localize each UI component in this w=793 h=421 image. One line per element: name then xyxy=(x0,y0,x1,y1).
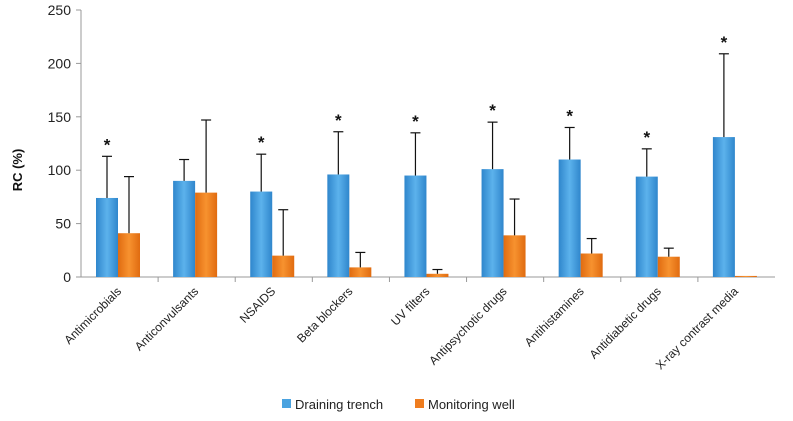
bar-draining-trench xyxy=(404,175,427,277)
legend-swatch-draining-trench xyxy=(282,399,291,408)
bars-group: * * * * * * * * xyxy=(96,33,757,277)
x-tick-label: Antimicrobials xyxy=(61,284,124,347)
significance-marker: * xyxy=(412,112,419,131)
y-tick-label: 150 xyxy=(48,109,72,125)
x-tick-label: Beta blockers xyxy=(294,284,355,345)
significance-marker: * xyxy=(489,101,496,120)
bar-draining-trench xyxy=(327,174,350,277)
legend-label: Draining trench xyxy=(295,397,383,412)
y-tick-label: 250 xyxy=(48,2,72,18)
bar-monitoring-well xyxy=(118,233,140,277)
bar-draining-trench xyxy=(173,180,196,277)
bar-draining-trench xyxy=(712,137,735,277)
significance-marker: * xyxy=(643,128,650,147)
significance-marker: * xyxy=(721,33,728,52)
significance-marker: * xyxy=(104,135,111,154)
significance-marker: * xyxy=(566,106,573,125)
bar-draining-trench xyxy=(250,191,273,277)
legend-swatch-monitoring-well xyxy=(415,399,424,408)
bar-monitoring-well xyxy=(195,192,218,277)
bar-monitoring-well xyxy=(272,255,295,277)
x-tick-label: NSAIDS xyxy=(237,284,278,325)
y-axis-label: RC (%) xyxy=(10,149,25,192)
bar-monitoring-well xyxy=(657,256,680,277)
y-tick-label: 0 xyxy=(63,269,71,285)
bar-draining-trench xyxy=(635,176,658,277)
bar-draining-trench xyxy=(96,197,118,277)
y-tick-label: 50 xyxy=(55,216,71,232)
significance-marker: * xyxy=(335,111,342,130)
bar-monitoring-well xyxy=(734,275,757,277)
x-tick-label: Antipsychotic drugs xyxy=(426,284,509,367)
x-tick-label: Anticonvulsants xyxy=(132,284,201,353)
x-tick-label: Antihistamines xyxy=(522,284,587,349)
x-axis: Antimicrobials Anticonvulsants NSAIDS Beta … xyxy=(61,277,741,372)
x-tick-label: UV filters xyxy=(388,284,432,328)
bar-draining-trench xyxy=(481,169,504,277)
bar-monitoring-well xyxy=(426,273,449,277)
x-tick-label: X-ray contrast media xyxy=(653,284,741,372)
legend-label: Monitoring well xyxy=(428,397,515,412)
y-tick-label: 200 xyxy=(48,55,72,71)
bar-monitoring-well xyxy=(580,253,603,277)
significance-marker: * xyxy=(258,133,265,152)
bar-monitoring-well xyxy=(349,267,372,277)
y-tick-label: 100 xyxy=(48,162,72,178)
bar-monitoring-well xyxy=(503,235,526,277)
bar-draining-trench xyxy=(558,159,581,277)
legend: Draining trench Monitoring well xyxy=(282,397,515,412)
x-tick-label: Antidiabetic drugs xyxy=(587,284,664,361)
